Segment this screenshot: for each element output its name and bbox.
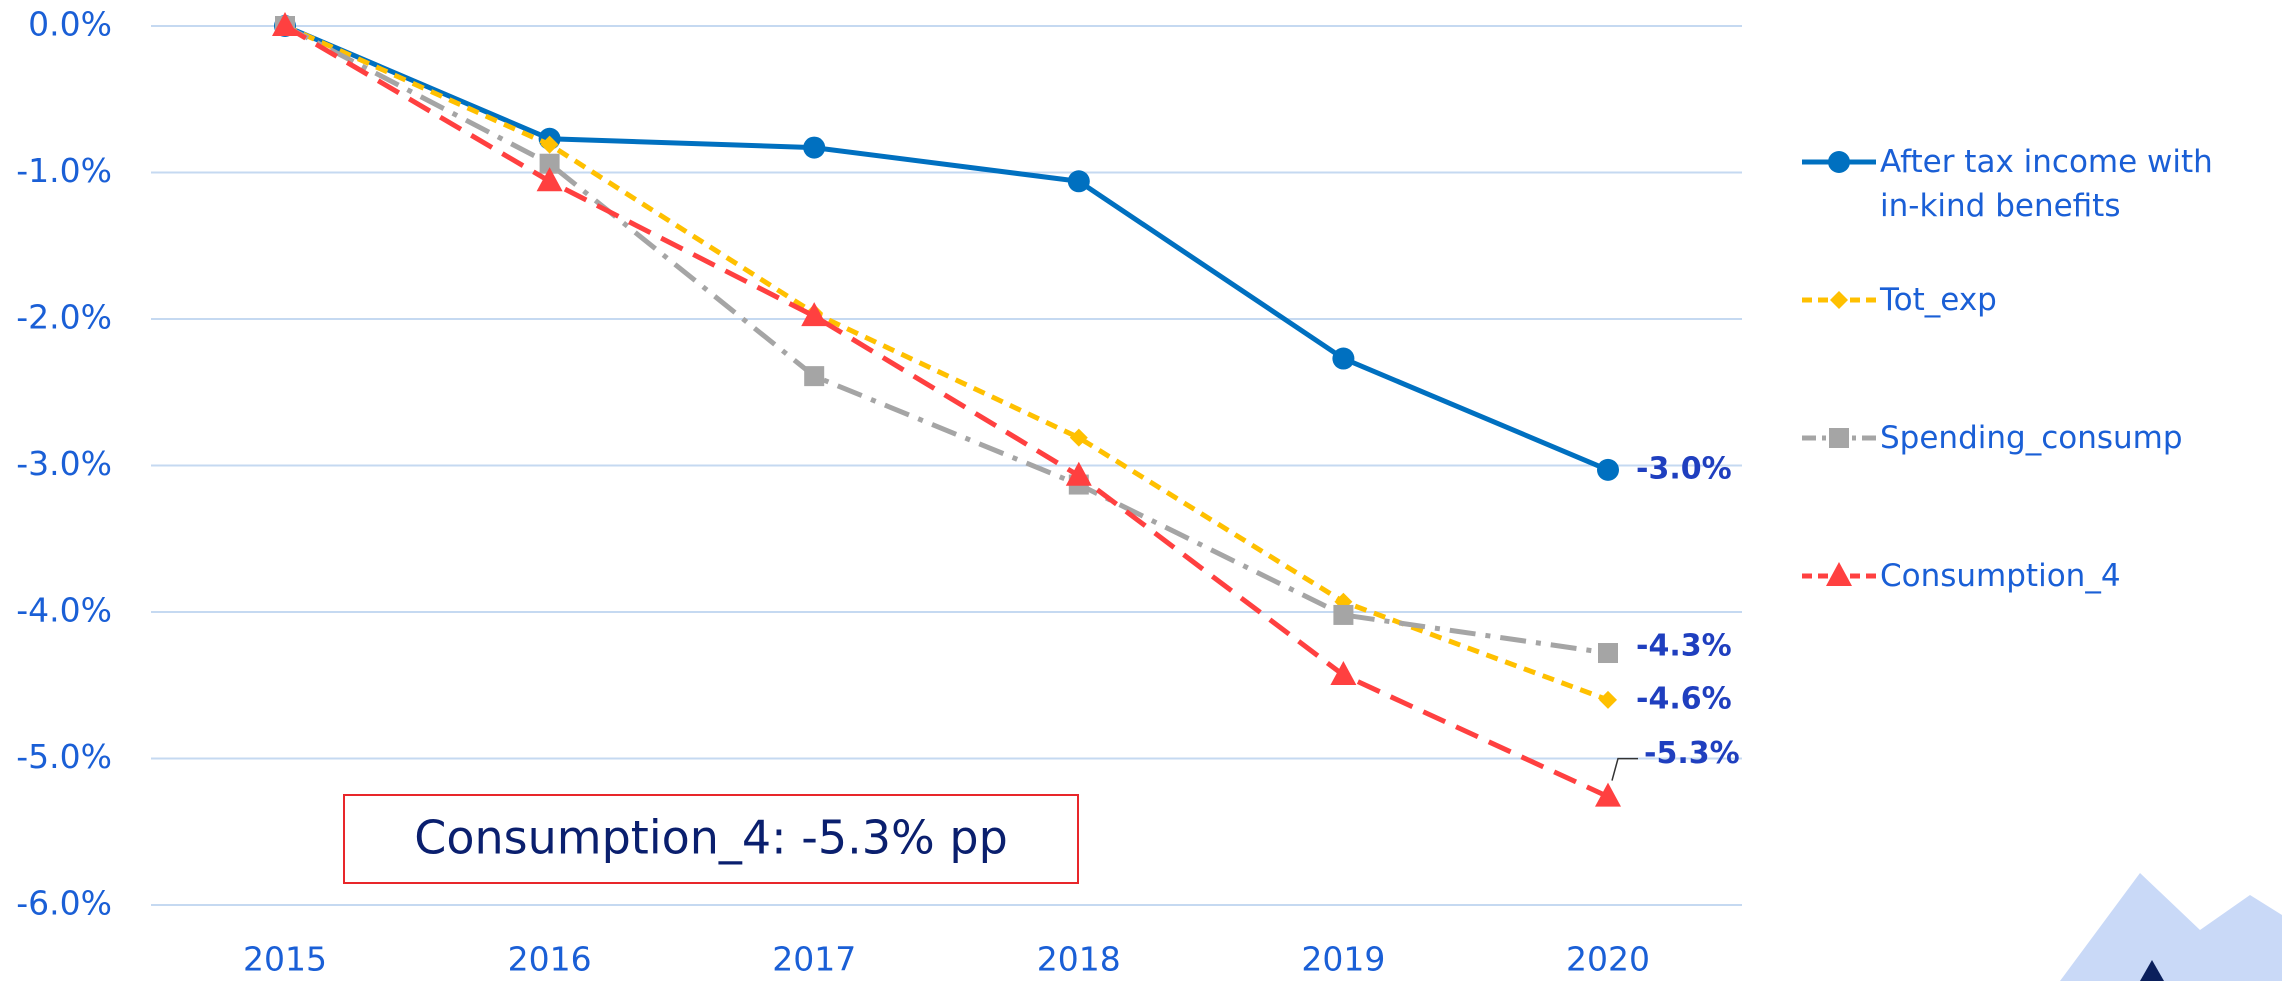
point bbox=[1332, 347, 1355, 370]
y-tick-label: -4.0% bbox=[16, 591, 112, 630]
legend-label: Tot_exp bbox=[1880, 282, 1997, 318]
y-tick-label: -3.0% bbox=[16, 444, 112, 483]
legend-marker bbox=[1828, 151, 1850, 173]
point bbox=[804, 366, 825, 387]
point bbox=[1598, 643, 1618, 664]
legend-label: After tax income with in-kind benefits bbox=[1880, 144, 2213, 224]
legend-label: Spending_consump bbox=[1880, 420, 2183, 456]
point bbox=[1333, 604, 1354, 625]
legend-icon bbox=[1802, 428, 1876, 448]
point bbox=[801, 302, 828, 327]
y-tick-label: -5.0% bbox=[16, 737, 112, 776]
legend-label: Consumption_4 bbox=[1880, 558, 2121, 594]
series-line bbox=[284, 23, 1609, 473]
point bbox=[1595, 782, 1621, 807]
y-tick-label: -6.0% bbox=[16, 884, 112, 923]
leader-line bbox=[1611, 757, 1638, 781]
value-label: -5.3% bbox=[1644, 736, 1740, 771]
value-label: -4.6% bbox=[1636, 681, 1732, 716]
legend-item: Tot_exp bbox=[1800, 278, 2280, 416]
point bbox=[539, 153, 560, 174]
legend-item: Consumption_4 bbox=[1800, 554, 2280, 692]
annotation: Consumption_4: -5.3% pp bbox=[414, 811, 1008, 865]
logo bbox=[2060, 873, 2282, 981]
value-label: -3.0% bbox=[1636, 451, 1732, 486]
legend-marker bbox=[1830, 291, 1848, 309]
point bbox=[272, 12, 298, 36]
point bbox=[1599, 690, 1617, 709]
x-tick-label: 2020 bbox=[1566, 940, 1650, 979]
annotation-box bbox=[343, 794, 1079, 884]
x-tick-label: 2017 bbox=[772, 940, 856, 979]
logo-mark bbox=[2140, 960, 2164, 981]
point bbox=[803, 136, 826, 159]
legend-icon bbox=[1802, 151, 1876, 173]
point bbox=[1597, 458, 1619, 481]
point bbox=[540, 135, 559, 154]
legend-item: Spending_consump bbox=[1800, 416, 2280, 554]
point bbox=[536, 167, 563, 192]
legend-marker bbox=[1829, 428, 1849, 448]
x-tick-label: 2019 bbox=[1301, 940, 1385, 979]
value-label: -4.3% bbox=[1636, 629, 1732, 664]
legend: After tax income with in-kind benefits To… bbox=[1800, 140, 2280, 692]
y-tick-label: 0.0% bbox=[28, 5, 112, 44]
x-tick-label: 2015 bbox=[243, 940, 327, 979]
y-tick-label: -1.0% bbox=[16, 151, 112, 190]
x-tick-label: 2016 bbox=[508, 940, 592, 979]
x-tick-label: 2018 bbox=[1037, 940, 1121, 979]
legend-item: After tax income with in-kind benefits bbox=[1800, 140, 2280, 278]
legend-marker bbox=[1826, 562, 1852, 586]
series-line bbox=[283, 23, 1609, 703]
series-line bbox=[283, 23, 1610, 799]
point bbox=[1067, 170, 1090, 193]
y-tick-label: -2.0% bbox=[16, 298, 112, 337]
series-line bbox=[283, 23, 1609, 656]
point bbox=[1330, 660, 1357, 685]
legend-icon bbox=[1802, 291, 1876, 309]
point bbox=[1065, 461, 1092, 486]
point bbox=[1069, 428, 1088, 447]
legend-icon bbox=[1802, 562, 1876, 586]
